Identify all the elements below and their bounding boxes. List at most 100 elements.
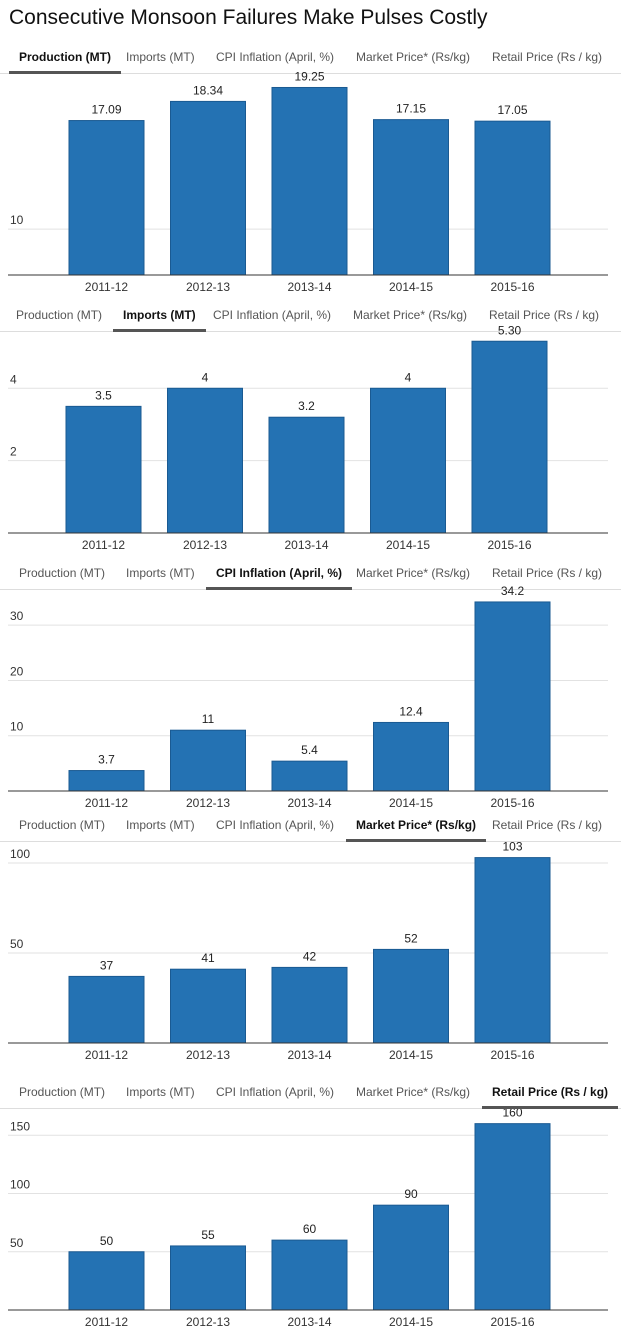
tab-imports[interactable]: Imports (MT) xyxy=(126,50,195,64)
bar-value-label: 18.34 xyxy=(193,83,223,97)
x-tick-label: 2014-15 xyxy=(389,1048,433,1062)
bar-value-label: 55 xyxy=(201,1228,215,1242)
tab-production[interactable]: Production (MT) xyxy=(19,50,111,64)
bar-2013-14 xyxy=(268,416,345,534)
tabs-divider xyxy=(0,1108,621,1109)
bar-2014-15 xyxy=(373,948,449,1044)
x-tick-label: 2013-14 xyxy=(287,1048,331,1062)
bar-value-label: 12.4 xyxy=(399,704,423,718)
chart-tabs: Production (MT) Imports (MT) CPI Inflation… xyxy=(0,308,621,332)
bar-value-label: 90 xyxy=(404,1187,418,1201)
tab-retail-price[interactable]: Retail Price (Rs / kg) xyxy=(492,566,603,580)
x-tick-label: 2013-14 xyxy=(284,538,328,552)
x-tick-label: 2015-16 xyxy=(490,1048,534,1062)
bar-2011-12 xyxy=(68,120,145,276)
tab-cpi-inflation[interactable]: CPI Inflation (April, %) xyxy=(216,566,342,580)
y-tick-label: 50 xyxy=(10,1236,24,1250)
bar-value-label: 160 xyxy=(502,1106,522,1120)
tab-production[interactable]: Production (MT) xyxy=(19,1085,106,1099)
bar-value-label: 3.7 xyxy=(98,753,115,767)
tab-market-price[interactable]: Market Price* (Rs/kg) xyxy=(356,566,471,580)
bar-value-label: 11 xyxy=(202,712,215,726)
bar-value-label: 41 xyxy=(201,951,215,965)
active-tab-underline xyxy=(9,71,121,74)
bar-value-label: 17.05 xyxy=(497,103,527,117)
bar-value-label: 4 xyxy=(405,370,412,384)
bar-value-label: 4 xyxy=(202,370,209,384)
bar-value-label: 37 xyxy=(100,958,114,972)
bar-2015-16 xyxy=(474,1123,551,1311)
y-tick-label: 10 xyxy=(10,720,24,734)
tab-market-price[interactable]: Market Price* (Rs/kg) xyxy=(356,50,471,64)
y-tick-label: 20 xyxy=(10,664,24,678)
bar-value-label: 17.15 xyxy=(396,102,426,116)
bar-2013-14 xyxy=(271,1239,348,1311)
chart-tabs: Production (MT) Imports (MT) CPI Inflation… xyxy=(0,566,621,590)
x-tick-label: 2011-12 xyxy=(85,1048,128,1062)
bar-2012-13 xyxy=(170,100,246,276)
tabs-divider xyxy=(0,331,621,332)
bar-2012-13 xyxy=(170,1245,246,1311)
bar-2011-12 xyxy=(68,975,145,1044)
tab-retail-price[interactable]: Retail Price (Rs / kg) xyxy=(492,1085,609,1099)
bar-chart: 50 100 150 50 2011-12 55 2012-13 60 2013-14 90 201… xyxy=(8,1106,608,1329)
bar-value-label: 17.09 xyxy=(91,103,121,117)
active-tab-underline xyxy=(113,329,206,332)
x-tick-label: 2011-12 xyxy=(85,280,128,294)
bar-value-label: 3.5 xyxy=(95,388,112,402)
bar-value-label: 42 xyxy=(303,949,317,963)
bar-2011-12 xyxy=(68,770,145,792)
x-tick-label: 2012-13 xyxy=(186,796,230,810)
y-tick-label: 2 xyxy=(10,445,17,459)
tab-imports[interactable]: Imports (MT) xyxy=(123,308,196,322)
x-tick-label: 2012-13 xyxy=(186,1315,230,1329)
bar-value-label: 60 xyxy=(303,1222,317,1236)
tab-cpi-inflation[interactable]: CPI Inflation (April, %) xyxy=(216,818,335,832)
bar-2014-15 xyxy=(373,1204,449,1311)
bar-chart: 50 100 37 2011-12 41 2012-13 42 2013-14 52 2014-1… xyxy=(8,840,608,1062)
bar-value-label: 3.2 xyxy=(298,399,315,413)
tab-cpi-inflation[interactable]: CPI Inflation (April, %) xyxy=(216,50,335,64)
bar-2013-14 xyxy=(271,86,348,276)
tab-cpi-inflation[interactable]: CPI Inflation (April, %) xyxy=(216,1085,335,1099)
bar-2015-16 xyxy=(474,857,551,1044)
bar-2013-14 xyxy=(271,760,348,792)
tab-market-price[interactable]: Market Price* (Rs/kg) xyxy=(356,818,477,832)
tab-imports[interactable]: Imports (MT) xyxy=(126,566,195,580)
x-tick-label: 2014-15 xyxy=(389,796,433,810)
y-tick-label: 100 xyxy=(10,847,30,861)
chart-tabs: Production (MT) Imports (MT) CPI Inflation… xyxy=(0,818,621,842)
x-tick-label: 2012-13 xyxy=(186,280,230,294)
tab-imports[interactable]: Imports (MT) xyxy=(126,1085,195,1099)
x-tick-label: 2011-12 xyxy=(85,1315,128,1329)
tab-production[interactable]: Production (MT) xyxy=(19,818,106,832)
bar-2011-12 xyxy=(68,1251,145,1311)
bar-2015-16 xyxy=(474,601,551,792)
tabs-divider xyxy=(0,841,621,842)
x-tick-label: 2015-16 xyxy=(487,538,531,552)
bar-value-label: 50 xyxy=(100,1234,114,1248)
x-tick-label: 2011-12 xyxy=(85,796,128,810)
bar-value-label: 52 xyxy=(404,931,418,945)
x-tick-label: 2013-14 xyxy=(287,796,331,810)
tab-imports[interactable]: Imports (MT) xyxy=(126,818,195,832)
tab-market-price[interactable]: Market Price* (Rs/kg) xyxy=(356,1085,471,1099)
bar-2014-15 xyxy=(370,387,446,534)
bar-2012-13 xyxy=(170,968,246,1044)
y-tick-label: 100 xyxy=(10,1178,30,1192)
bar-2014-15 xyxy=(373,119,449,276)
y-tick-label: 30 xyxy=(10,609,24,623)
tab-cpi-inflation[interactable]: CPI Inflation (April, %) xyxy=(213,308,332,322)
tab-retail-price[interactable]: Retail Price (Rs / kg) xyxy=(492,818,603,832)
tab-retail-price[interactable]: Retail Price (Rs / kg) xyxy=(492,50,603,64)
bar-chart: 10 20 30 3.7 2011-12 11 2012-13 5.4 2013-14 12.4 2… xyxy=(8,584,608,810)
tab-retail-price[interactable]: Retail Price (Rs / kg) xyxy=(489,308,600,322)
tab-production[interactable]: Production (MT) xyxy=(19,566,106,580)
tab-market-price[interactable]: Market Price* (Rs/kg) xyxy=(353,308,468,322)
bar-value-label: 19.25 xyxy=(294,69,324,83)
y-tick-label: 4 xyxy=(10,372,17,386)
y-tick-label: 50 xyxy=(10,937,24,951)
active-tab-underline xyxy=(346,839,486,842)
chart-tabs: Production (MT) Imports (MT) CPI Inflation… xyxy=(0,1085,621,1109)
tab-production[interactable]: Production (MT) xyxy=(16,308,103,322)
